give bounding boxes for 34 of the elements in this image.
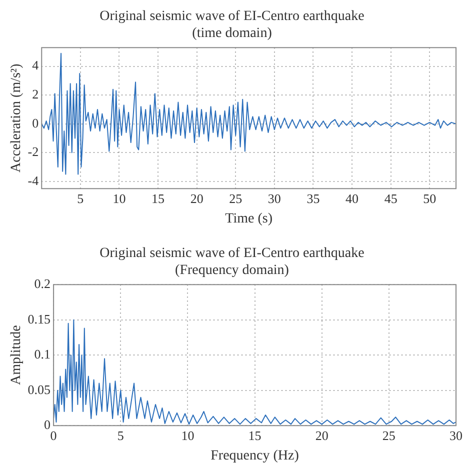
y-axis-title: Amplitude <box>9 325 24 386</box>
x-tick-label: 45 <box>384 190 398 206</box>
x-tick-label: 5 <box>117 428 124 443</box>
x-tick-label: 15 <box>248 428 262 443</box>
y-axis-title: Acceleration (m/s²) <box>9 63 24 172</box>
x-tick-label: 30 <box>268 190 281 206</box>
y-tick-label: 0.1 <box>34 346 51 362</box>
x-tick-label: 10 <box>181 428 194 443</box>
y-tick-label: 0.15 <box>28 311 51 326</box>
y-tick-label: 0.05 <box>28 382 51 397</box>
x-tick-label: 25 <box>382 428 396 443</box>
x-tick-label: 15 <box>152 190 165 206</box>
x-tick-label: 30 <box>450 428 462 443</box>
x-tick-label: 25 <box>229 190 242 206</box>
chart-subtitle: (Frequency domain) <box>175 262 290 278</box>
y-tick-label: 0 <box>44 417 51 432</box>
x-tick-label: 20 <box>315 428 328 443</box>
chart-title: Original seismic wave of EI-Centro earthquake <box>100 9 364 24</box>
y-tick-label: 0 <box>32 115 39 130</box>
x-tick-label: 10 <box>112 190 126 206</box>
x-tick-label: 50 <box>423 190 436 206</box>
x-tick-label: 40 <box>346 190 359 206</box>
x-axis-title: Frequency (Hz) <box>210 448 300 464</box>
x-tick-label: 5 <box>77 190 84 206</box>
x-tick-label: 35 <box>306 190 320 206</box>
y-tick-label: 0.2 <box>34 276 51 292</box>
x-axis-title: Time (s) <box>225 211 273 226</box>
y-tick-label: 2 <box>32 86 39 102</box>
y-tick-label: 4 <box>32 58 40 73</box>
chart-title: Original seismic wave of EI-Centro earthquake <box>100 246 364 262</box>
x-tick-label: 20 <box>190 190 204 206</box>
y-tick-label: -4 <box>28 172 40 188</box>
chart-subtitle: (time domain) <box>192 26 272 41</box>
y-tick-label: -2 <box>28 144 39 160</box>
